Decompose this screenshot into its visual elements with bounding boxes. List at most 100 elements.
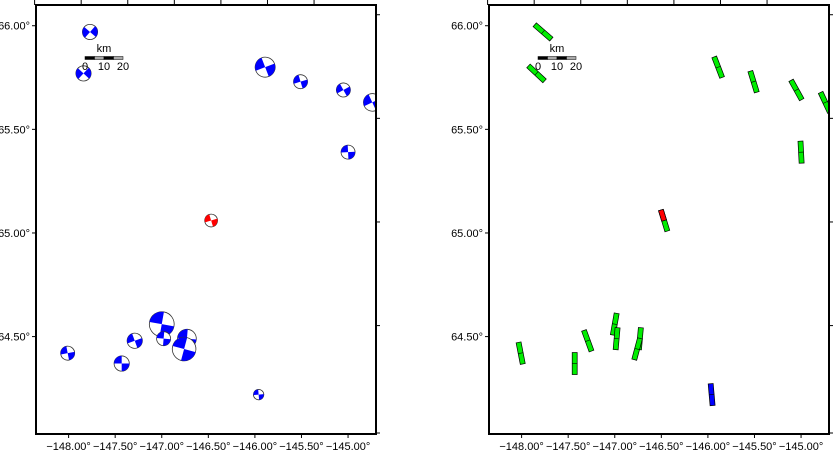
beachball-icon <box>340 144 356 160</box>
events-layer <box>60 23 376 401</box>
strike-bar-icon <box>532 22 554 42</box>
beachball-quadrant <box>121 363 130 372</box>
strike-bar-icon <box>817 90 829 114</box>
beachball-quadrant <box>336 83 344 94</box>
beachball-quadrant <box>300 79 308 89</box>
scale-bar-label: 0 <box>82 61 88 73</box>
beachball-icon <box>204 213 218 228</box>
events-layer <box>515 22 829 407</box>
scale-bar-segment <box>547 56 558 60</box>
beachball-quadrant <box>265 63 276 77</box>
map-frame <box>488 4 830 435</box>
x-tick-label: −146.50° <box>639 441 683 450</box>
beachball-icon <box>363 93 376 112</box>
beachball-quadrant <box>255 57 266 71</box>
strike-bar-icon <box>631 337 643 361</box>
beachball-icon <box>293 74 308 90</box>
beachball-quadrant <box>293 74 301 84</box>
beachball-quadrant <box>211 218 218 227</box>
beachball-quadrant <box>204 214 212 223</box>
scale-bar-segment <box>113 56 124 60</box>
scale-bar-segment <box>556 56 567 60</box>
x-tick-label: −145.00° <box>779 441 823 450</box>
beachball-icon <box>253 389 265 401</box>
beachball-icon <box>171 336 197 362</box>
strike-bar-icon <box>571 352 578 375</box>
strike-bar-center <box>634 348 640 350</box>
beachball-quadrant <box>114 355 122 364</box>
beachball-icon <box>82 23 99 40</box>
beachball-quadrant <box>127 333 135 344</box>
strike-bar-highlight <box>658 208 667 222</box>
panel-strike-bars: −148.00° −147.50° −147.00° −146.50° −146.00°… <box>451 0 833 450</box>
beachball-quadrant <box>163 338 171 346</box>
y-tick-label: 65.00° <box>0 228 30 240</box>
beachball-quadrant <box>156 331 165 339</box>
strike-bar-center <box>541 29 545 35</box>
y-tick-label: 64.50° <box>0 332 30 344</box>
strike-bar-icon <box>711 55 725 79</box>
strike-bar-icon <box>612 327 621 351</box>
scale-bar: km 0 10 20 <box>82 43 129 73</box>
x-tick-label: −145.50° <box>279 441 323 450</box>
beachball-icon <box>75 65 92 82</box>
beachball-quadrant <box>134 338 143 348</box>
strike-bar-icon <box>707 383 716 407</box>
scale-bar-label: 10 <box>98 61 110 73</box>
beachball-quadrant <box>363 94 373 107</box>
strike-bar-icon <box>797 140 805 164</box>
beachball-quadrant <box>90 26 98 37</box>
scale-bar-segment <box>94 56 105 60</box>
beachball-quadrant <box>83 67 92 79</box>
y-tick-label: 64.50° <box>451 332 483 344</box>
strike-bar-icon <box>747 69 760 94</box>
strike-bar-center <box>612 323 618 325</box>
beachball-icon <box>156 331 172 347</box>
strike-bar-icon <box>658 208 671 233</box>
x-tick-label: −145.50° <box>732 441 776 450</box>
strike-bar-icon <box>609 312 620 336</box>
x-tick-label: −147.00° <box>140 441 184 450</box>
beachball-quadrant <box>253 389 259 396</box>
x-tick-label: −146.00° <box>686 441 730 450</box>
strike-bar-center <box>518 352 524 354</box>
x-tick-label: −147.50° <box>93 441 137 450</box>
scale-bar-segment <box>566 56 577 60</box>
scale-bar-segment <box>84 56 95 60</box>
beachball-quadrant <box>372 98 376 111</box>
strike-bar-icon <box>515 341 526 365</box>
y-tick-label: 66.00° <box>451 21 483 33</box>
x-tick-label: −148.00° <box>499 441 543 450</box>
strike-bar-icon <box>788 78 805 102</box>
beachball-quadrant <box>172 337 188 350</box>
beachball-quadrant <box>181 349 196 361</box>
strike-bar-icon <box>581 329 595 353</box>
strike-bar-center <box>585 339 591 342</box>
strike-bar-center <box>661 219 667 222</box>
scale-bar: km 0 10 20 <box>535 43 582 73</box>
scale-bar-label: 20 <box>570 61 582 73</box>
scale-bar-label: 10 <box>551 61 563 73</box>
panel-focal-mechanisms: −148.00° −147.50° −147.00° −146.50° −146.00°… <box>0 0 380 450</box>
map-frame <box>35 4 377 435</box>
scale-bar-label: 20 <box>117 61 129 73</box>
strike-bar-center <box>751 80 757 83</box>
strike-bar-center <box>715 65 721 69</box>
scale-bar-unit: km <box>97 43 112 55</box>
beachball-quadrant <box>343 86 351 97</box>
x-tick-label: −145.00° <box>326 441 370 450</box>
beachball-quadrant <box>149 311 164 325</box>
x-tick-label: −147.50° <box>546 441 590 450</box>
beachball-icon <box>113 355 130 372</box>
strike-bar-icon <box>526 63 547 84</box>
beachball-quadrant <box>60 346 68 355</box>
beachball-icon <box>335 82 351 98</box>
beachball-quadrant <box>341 145 349 153</box>
y-tick-label: 65.00° <box>451 228 483 240</box>
beachball-icon <box>126 332 143 349</box>
x-tick-label: −146.00° <box>233 441 277 450</box>
scale-bar-label: 0 <box>535 61 541 73</box>
scale-bar-unit: km <box>550 43 565 55</box>
beachball-quadrant <box>75 68 84 79</box>
